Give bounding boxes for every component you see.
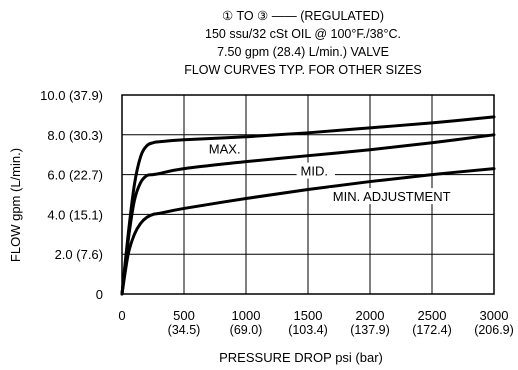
mid-curve [120,133,496,296]
min-adjustment-curve [120,167,496,296]
y-tick-label-4: 8.0 (30.3) [47,128,103,143]
label-mid: MID. [301,164,328,179]
title-line-4: FLOW CURVES TYP. FOR OTHER SIZES [184,63,422,77]
curve-labels: MAX. MID. MIN. ADJUSTMENT [204,140,451,205]
y-tick-label-5: 10.0 (37.9) [40,88,103,103]
y-tick-label-3: 6.0 (22.7) [47,168,103,183]
title-line-2: 150 ssu/32 cSt OIL @ 100°F./38°C. [205,27,401,41]
x-tick-label-2: 1000 [232,308,261,323]
y-axis-label: FLOW gpm (L/min.) [8,148,23,262]
x-axis-ticks: 0 500(34.5) 1000(69.0) 1500(103.4) 2000(137.… [118,308,513,337]
x-tick-label-3: 1500 [294,308,323,323]
x-tick-sublabel-3: (103.4) [288,323,328,337]
title-line-1: ① TO ③ —— (REGULATED) [222,9,384,23]
x-axis-label: PRESSURE DROP psi (bar) [219,350,383,365]
label-mid-bg [296,162,335,179]
x-tick-sublabel-6: (206.9) [474,323,514,337]
x-tick-sublabel-5: (172.4) [412,323,452,337]
y-tick-label-2: 4.0 (15.1) [47,207,103,222]
x-tick-label-6: 3000 [480,308,509,323]
label-max-bg [204,140,244,157]
x-tick-sublabel-2: (69.0) [230,323,263,337]
x-tick-label-1: 500 [173,308,195,323]
plot-area-frame [121,94,495,295]
x-tick-sublabel-1: (34.5) [168,323,201,337]
y-tick-label-0: 0 [96,287,103,302]
y-axis-ticks: 0 2.0 (7.6) 4.0 (15.1) 6.0 (22.7) 8.0 (30.3)… [40,88,103,302]
title-line-3: 7.50 gpm (28.4) L/min.) VALVE [217,45,389,59]
x-tick-label-4: 2000 [356,308,385,323]
label-max: MAX. [209,142,241,157]
x-tick-label-5: 2500 [418,308,447,323]
x-tick-sublabel-4: (137.9) [350,323,390,337]
y-tick-label-1: 2.0 (7.6) [55,247,103,262]
label-min-adjustment: MIN. ADJUSTMENT [333,189,451,204]
label-min-adjustment-bg [328,188,451,205]
flow-curves [120,115,496,296]
chart-title: ① TO ③ —— (REGULATED) 150 ssu/32 cSt OIL… [184,9,422,77]
x-tick-label-0: 0 [118,308,125,323]
max-curve [120,115,496,296]
